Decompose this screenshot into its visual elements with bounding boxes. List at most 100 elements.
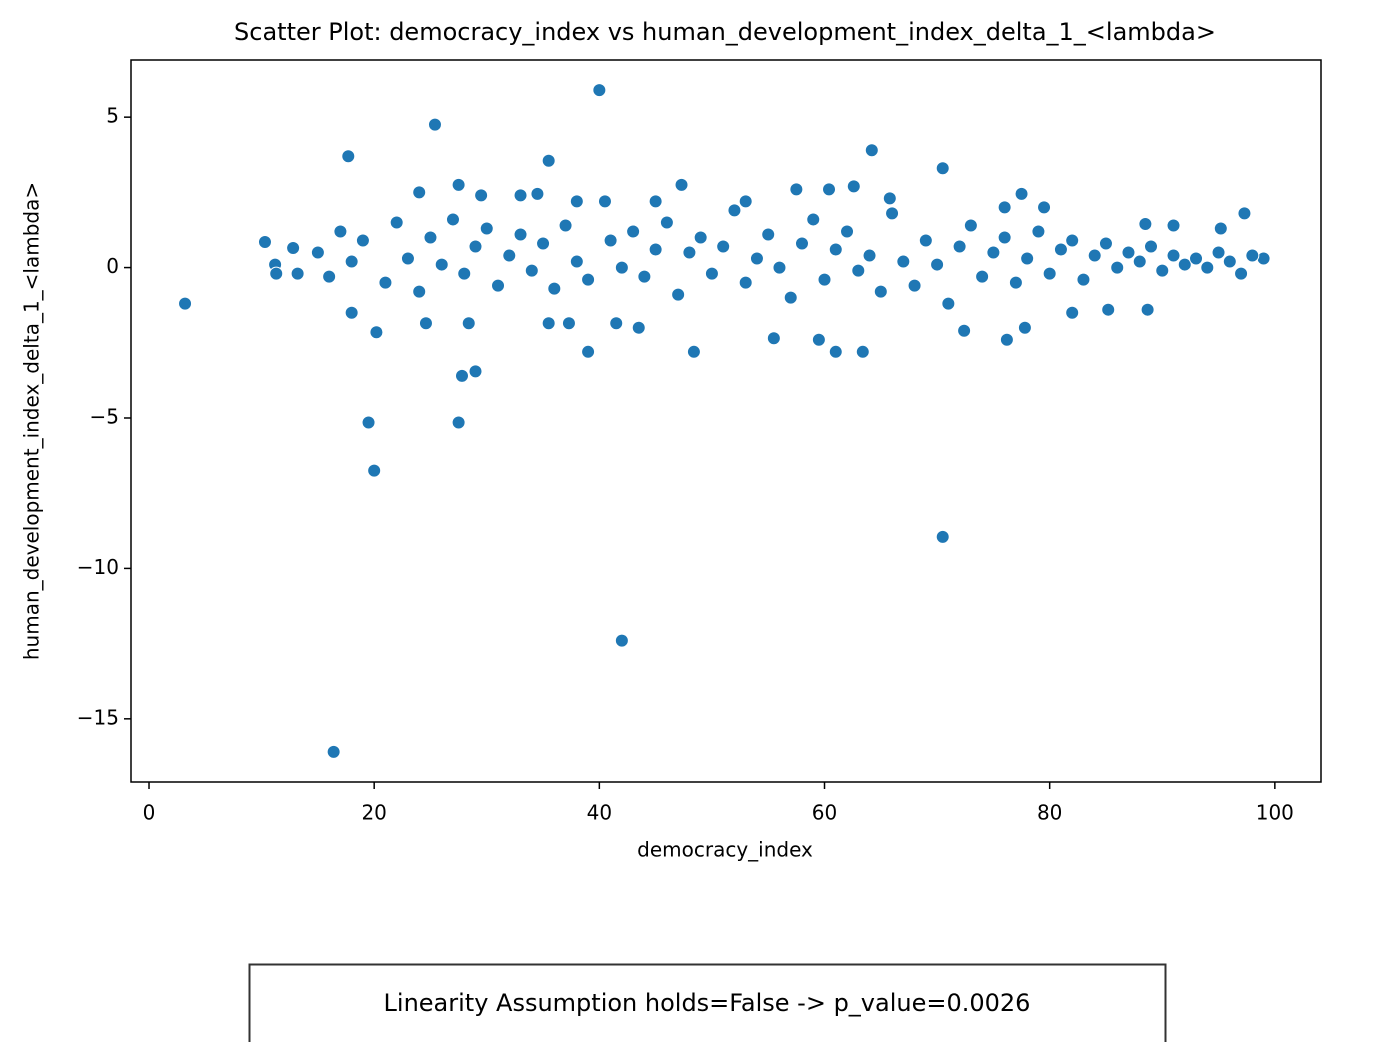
y-tick-label: 0 — [106, 254, 119, 278]
point — [1234, 266, 1249, 281]
point — [1101, 302, 1116, 317]
point — [547, 281, 562, 296]
point — [1166, 248, 1181, 263]
point — [674, 177, 689, 192]
point — [1213, 221, 1228, 236]
point — [178, 296, 193, 311]
point — [310, 245, 325, 260]
point — [1132, 254, 1147, 269]
point — [648, 194, 663, 209]
point — [1110, 260, 1125, 275]
point — [772, 260, 787, 275]
point — [840, 224, 855, 239]
point — [817, 272, 832, 287]
point — [896, 254, 911, 269]
point — [1177, 257, 1192, 272]
point — [451, 415, 466, 430]
point — [885, 206, 900, 221]
point — [454, 368, 469, 383]
y-tick-label: −5 — [90, 404, 119, 428]
point — [1020, 251, 1035, 266]
point — [423, 230, 438, 245]
point — [1031, 224, 1046, 239]
point — [524, 263, 539, 278]
point — [355, 233, 370, 248]
point — [1037, 200, 1052, 215]
point — [952, 239, 967, 254]
point — [513, 227, 528, 242]
point — [468, 239, 483, 254]
x-tick-label: 100 — [1256, 801, 1294, 825]
point — [862, 248, 877, 263]
point — [341, 149, 356, 164]
point — [502, 248, 517, 263]
point — [1138, 216, 1153, 231]
point — [637, 269, 652, 284]
point — [412, 284, 427, 299]
point — [1053, 242, 1068, 257]
point — [1076, 272, 1091, 287]
point — [367, 463, 382, 478]
point — [1189, 251, 1204, 266]
point — [631, 320, 646, 335]
point — [530, 186, 545, 201]
point — [1155, 263, 1170, 278]
point — [930, 257, 945, 272]
point — [491, 278, 506, 293]
point — [378, 275, 393, 290]
point — [918, 233, 933, 248]
point — [513, 188, 528, 203]
point — [693, 230, 708, 245]
point — [1237, 206, 1252, 221]
point — [427, 117, 442, 132]
point — [682, 245, 697, 260]
point — [659, 215, 674, 230]
point — [581, 272, 596, 287]
point — [648, 242, 663, 257]
annotation: Linearity Assumption holds=False -> p_va… — [384, 989, 1031, 1017]
point — [592, 83, 607, 98]
point — [1200, 260, 1215, 275]
point — [766, 331, 781, 346]
point — [418, 316, 433, 331]
point — [686, 344, 701, 359]
point — [461, 316, 476, 331]
point — [716, 239, 731, 254]
point — [738, 275, 753, 290]
y-tick-label: −15 — [77, 705, 119, 729]
chart-title: Scatter Plot: democracy_index vs human_d… — [234, 18, 1216, 46]
x-axis-label: democracy_index — [637, 838, 813, 862]
point — [597, 194, 612, 209]
point — [474, 188, 489, 203]
x-tick-label: 40 — [587, 801, 612, 825]
x-tick-label: 0 — [143, 801, 156, 825]
point — [541, 153, 556, 168]
point — [569, 254, 584, 269]
point — [290, 266, 305, 281]
point — [1098, 236, 1113, 251]
y-axis-label: human_development_index_delta_1_<lambda> — [20, 182, 44, 660]
point — [1065, 305, 1080, 320]
point — [1144, 239, 1158, 254]
point — [811, 332, 826, 347]
point — [344, 254, 359, 269]
point — [999, 332, 1014, 347]
point — [457, 266, 472, 281]
x-tick-label: 20 — [361, 801, 386, 825]
point — [975, 269, 990, 284]
point — [451, 177, 466, 192]
point — [822, 182, 837, 197]
point — [468, 364, 483, 379]
point — [1222, 254, 1237, 269]
y-tick-label: −10 — [77, 555, 119, 579]
point — [1166, 218, 1181, 233]
point — [609, 316, 624, 331]
point — [626, 224, 641, 239]
point — [1014, 186, 1029, 201]
point — [941, 296, 956, 311]
point — [603, 233, 618, 248]
point — [957, 323, 972, 338]
point — [997, 200, 1012, 215]
point — [536, 236, 551, 251]
